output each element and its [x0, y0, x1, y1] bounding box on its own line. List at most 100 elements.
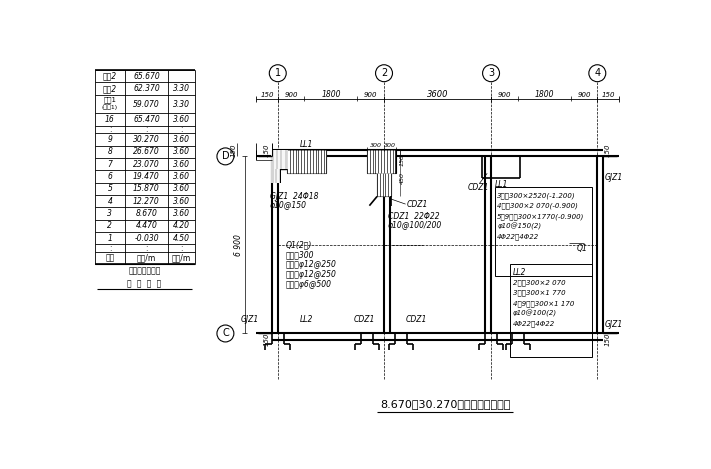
Text: 屋霤1: 屋霤1 — [103, 97, 117, 103]
Text: 竞向：φ12@250: 竞向：φ12@250 — [285, 271, 336, 280]
Bar — [495, 187, 592, 276]
Text: φ10@150: φ10@150 — [270, 201, 307, 210]
Text: 6: 6 — [107, 172, 112, 181]
Text: 900: 900 — [577, 92, 591, 98]
Text: 3: 3 — [107, 209, 112, 218]
Text: φ10@100(2): φ10@100(2) — [513, 310, 557, 317]
Text: 3: 3 — [488, 68, 494, 78]
Text: 4Φ22；4Φ22: 4Φ22；4Φ22 — [513, 320, 555, 327]
Text: 4: 4 — [594, 68, 600, 78]
Text: 4层：300×2 070(-0.900): 4层：300×2 070(-0.900) — [497, 202, 578, 209]
Text: 26.670: 26.670 — [133, 147, 160, 156]
Text: 900: 900 — [364, 92, 378, 98]
Text: 6 900: 6 900 — [234, 234, 243, 256]
Text: 150: 150 — [605, 333, 611, 347]
Text: 62.370: 62.370 — [133, 84, 160, 93]
Text: 3.60: 3.60 — [173, 115, 190, 124]
Text: 23.070: 23.070 — [133, 159, 160, 168]
Text: GJZ1  24Φ18: GJZ1 24Φ18 — [270, 192, 319, 201]
Text: 拉筋：φ6@500: 拉筋：φ6@500 — [285, 280, 331, 289]
Text: 结构层楼面标高: 结构层楼面标高 — [129, 266, 161, 276]
Text: 900: 900 — [498, 92, 511, 98]
Text: 150: 150 — [264, 333, 270, 347]
Text: 59.070: 59.070 — [133, 99, 160, 108]
Text: 4Φ22；4Φ22: 4Φ22；4Φ22 — [497, 233, 540, 240]
Text: LL1: LL1 — [299, 140, 313, 149]
Text: 150: 150 — [605, 144, 611, 157]
Text: 4.20: 4.20 — [173, 221, 190, 230]
Text: 150: 150 — [260, 92, 274, 98]
Text: 8.670: 8.670 — [136, 209, 157, 218]
Text: 水平：φ12@250: 水平：φ12@250 — [285, 260, 336, 270]
Text: LL2: LL2 — [299, 315, 313, 324]
Text: LL2: LL2 — [513, 268, 526, 277]
Text: 150: 150 — [602, 92, 615, 98]
Text: 3.60: 3.60 — [173, 209, 190, 218]
Bar — [272, 150, 289, 169]
Text: 3.30: 3.30 — [173, 84, 190, 93]
Text: :: : — [180, 243, 183, 252]
Text: 1800: 1800 — [321, 90, 341, 99]
Text: -0.030: -0.030 — [134, 234, 159, 242]
Text: 结  构  层  高: 结 构 层 高 — [127, 279, 161, 288]
Text: 5: 5 — [107, 184, 112, 193]
Text: 层号: 层号 — [105, 254, 114, 263]
Text: Q1: Q1 — [577, 243, 587, 252]
Text: 4: 4 — [107, 197, 112, 205]
Text: CDZ1: CDZ1 — [405, 315, 427, 324]
Text: :: : — [109, 243, 111, 252]
Text: 150: 150 — [231, 144, 237, 157]
Bar — [377, 174, 391, 197]
Text: 19.470: 19.470 — [133, 172, 160, 181]
Text: 层高/m: 层高/m — [171, 254, 191, 263]
Text: 150: 150 — [264, 144, 270, 157]
Text: 1800: 1800 — [535, 90, 554, 99]
Text: CDZ1: CDZ1 — [407, 200, 429, 209]
Text: 4～9层：300×1 170: 4～9层：300×1 170 — [513, 300, 574, 307]
Bar — [272, 169, 281, 183]
Text: 30.270: 30.270 — [133, 135, 160, 144]
Text: 3.60: 3.60 — [173, 172, 190, 181]
Text: GJZ1: GJZ1 — [241, 315, 259, 324]
Text: 3层：300×1 770: 3层：300×1 770 — [513, 289, 565, 296]
Text: 7: 7 — [107, 159, 112, 168]
Text: C: C — [222, 328, 229, 339]
Text: 150: 150 — [400, 154, 405, 166]
Text: 2: 2 — [381, 68, 387, 78]
Text: 65.470: 65.470 — [133, 115, 160, 124]
Text: GJZ1: GJZ1 — [605, 174, 624, 182]
Text: 3层：300×2520(-1.200): 3层：300×2520(-1.200) — [497, 192, 576, 199]
Text: 300: 300 — [370, 143, 382, 148]
Text: 5～9层：300×1770(-0.900): 5～9层：300×1770(-0.900) — [497, 213, 584, 220]
Bar — [287, 150, 326, 174]
Text: 3.60: 3.60 — [173, 197, 190, 205]
Text: Q1(2排): Q1(2排) — [285, 241, 312, 250]
Text: :: : — [145, 125, 148, 134]
Text: CDZ1: CDZ1 — [468, 183, 489, 192]
Text: 2: 2 — [107, 221, 112, 230]
Text: 65.670: 65.670 — [133, 72, 160, 81]
Text: 1: 1 — [107, 234, 112, 242]
Text: φ10@150(2): φ10@150(2) — [497, 223, 541, 230]
Text: 3.30: 3.30 — [173, 99, 190, 108]
Text: 2层：300×2 070: 2层：300×2 070 — [513, 280, 565, 286]
Text: 8: 8 — [107, 147, 112, 156]
Text: 300: 300 — [384, 143, 396, 148]
Text: 450: 450 — [400, 172, 405, 184]
Text: D: D — [222, 151, 229, 161]
Text: :: : — [180, 125, 183, 134]
Text: 标高/m: 标高/m — [137, 254, 156, 263]
Text: 3600: 3600 — [427, 90, 449, 99]
Text: φ10@100/200: φ10@100/200 — [388, 221, 442, 230]
Text: 3.60: 3.60 — [173, 147, 190, 156]
Bar — [377, 174, 391, 197]
Text: 4.470: 4.470 — [136, 221, 157, 230]
Text: 1: 1 — [274, 68, 281, 78]
Bar — [367, 150, 396, 174]
Text: 3.60: 3.60 — [173, 159, 190, 168]
Text: CDZ1  22Φ22: CDZ1 22Φ22 — [388, 212, 439, 221]
Text: 9: 9 — [107, 135, 112, 144]
Bar — [367, 150, 396, 174]
Text: LL1: LL1 — [495, 180, 508, 189]
Text: (塔兤1): (塔兤1) — [102, 105, 118, 110]
